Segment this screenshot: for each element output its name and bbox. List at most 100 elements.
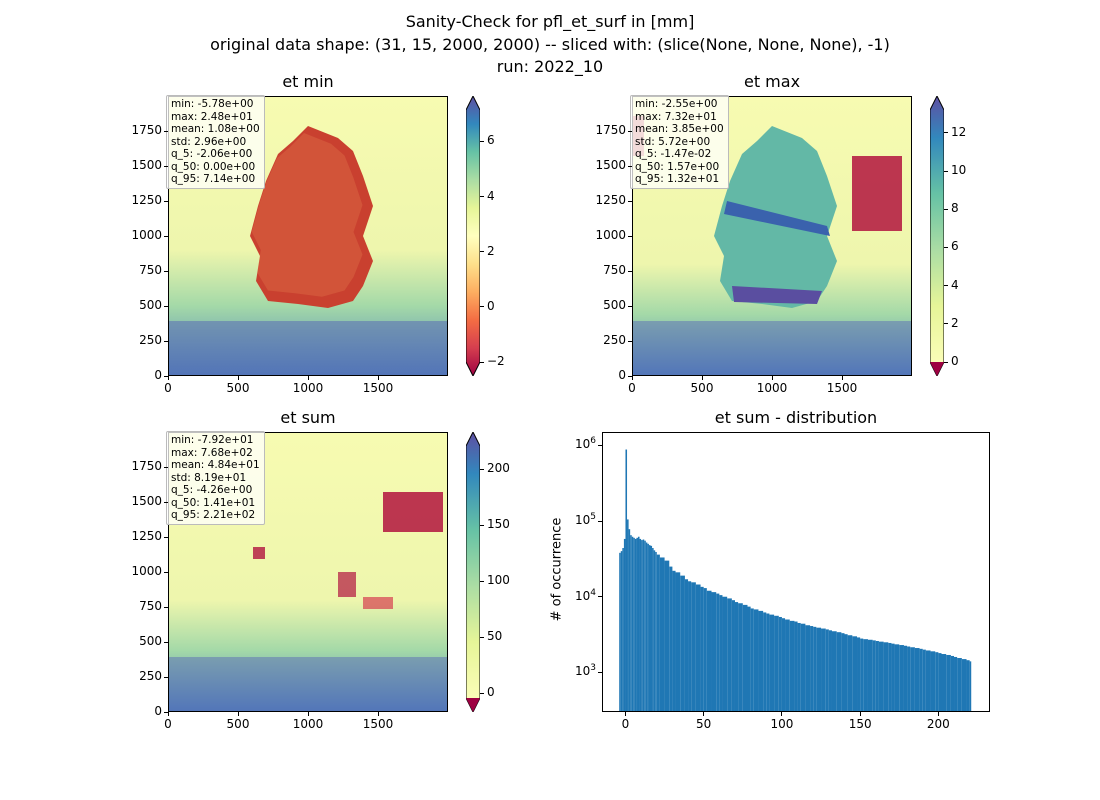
histogram-bar bbox=[878, 641, 884, 712]
histogram-bar bbox=[888, 642, 892, 712]
y-tick-mark bbox=[628, 200, 632, 202]
y-tick-label: 0 bbox=[154, 368, 162, 382]
x-tick-label: 1000 bbox=[292, 381, 324, 395]
colorbar-tick-mark bbox=[480, 580, 484, 582]
et-max-stats-box: min: -2.55e+00 max: 7.32e+01 mean: 3.85e… bbox=[630, 95, 729, 189]
colorbar-tick-mark bbox=[944, 361, 948, 363]
x-tick-mark bbox=[377, 712, 379, 716]
y-tick-mark bbox=[164, 536, 168, 538]
histogram-bar bbox=[700, 586, 704, 712]
figure-title-line2: original data shape: (31, 15, 2000, 2000… bbox=[210, 35, 890, 54]
colorbar-tick-label: 6 bbox=[951, 239, 959, 254]
y-tick-label: 1750 bbox=[131, 123, 162, 137]
stat-line: max: 7.32e+01 bbox=[635, 110, 717, 123]
histogram-bar bbox=[867, 639, 873, 712]
histogram-bar bbox=[789, 620, 795, 712]
histogram-bar bbox=[805, 625, 811, 712]
y-tick-mark bbox=[164, 200, 168, 202]
y-tick-label: 1500 bbox=[131, 158, 162, 172]
y-tick-mark bbox=[598, 520, 602, 522]
histogram-bar bbox=[919, 648, 923, 712]
colorbar-tick-mark bbox=[944, 132, 948, 134]
histogram-bar bbox=[706, 590, 712, 712]
histogram-bar bbox=[794, 621, 798, 712]
histogram-bar bbox=[656, 554, 660, 712]
y-tick-label: 750 bbox=[139, 263, 162, 277]
histogram-bar bbox=[785, 619, 790, 712]
colorbar-tick-label: 12 bbox=[951, 124, 967, 139]
colorbar-tick-label: −2 bbox=[487, 354, 505, 368]
histogram-bar bbox=[763, 612, 767, 712]
histogram-bar bbox=[797, 622, 801, 712]
histogram-bar bbox=[633, 537, 635, 712]
y-tick-label: 105 bbox=[558, 512, 596, 527]
y-tick-mark bbox=[628, 375, 632, 377]
y-tick-label: 500 bbox=[603, 298, 626, 312]
histogram-bar bbox=[930, 651, 936, 712]
x-tick-mark bbox=[781, 712, 783, 716]
y-tick-exponent: 6 bbox=[590, 436, 596, 447]
stat-line: mean: 3.85e+00 bbox=[635, 123, 724, 135]
x-tick-mark bbox=[237, 376, 239, 380]
x-tick-label: 0 bbox=[164, 381, 172, 395]
histogram-bar bbox=[957, 658, 962, 712]
stat-line: q_50: 1.41e+01 bbox=[171, 496, 256, 509]
x-tick-mark bbox=[237, 712, 239, 716]
histogram-bar bbox=[774, 615, 779, 712]
histogram-bar bbox=[966, 660, 970, 712]
y-tick-mark bbox=[598, 444, 602, 446]
et-max-title: et max bbox=[743, 72, 801, 91]
histogram-bar bbox=[875, 641, 879, 712]
histogram-bar bbox=[857, 637, 861, 712]
y-tick-exponent: 5 bbox=[590, 512, 596, 523]
histogram-bar bbox=[675, 572, 681, 712]
colorbar-tick-label: 6 bbox=[487, 133, 495, 148]
y-tick-mark bbox=[598, 671, 602, 673]
x-tick-label: 1500 bbox=[826, 381, 858, 395]
histogram-bar bbox=[644, 540, 646, 712]
histogram-bar bbox=[831, 631, 837, 712]
x-tick-label: 500 bbox=[226, 717, 250, 731]
y-tick-label: 1750 bbox=[131, 459, 162, 473]
y-tick-label: 1500 bbox=[131, 494, 162, 508]
y-tick-mark bbox=[164, 676, 168, 678]
y-tick-label: 104 bbox=[558, 588, 596, 603]
histogram-bar bbox=[847, 635, 853, 712]
histogram-bar bbox=[620, 551, 623, 712]
y-tick-mark bbox=[164, 375, 168, 377]
x-tick-mark bbox=[167, 376, 169, 380]
x-tick-label: 1000 bbox=[756, 381, 788, 395]
y-tick-label: 250 bbox=[603, 333, 626, 347]
x-tick-label: 1500 bbox=[362, 381, 394, 395]
x-tick-label: 0 bbox=[628, 381, 636, 395]
histogram-bar bbox=[703, 588, 707, 712]
y-tick-label: 250 bbox=[139, 669, 162, 683]
histogram-bar bbox=[841, 633, 845, 712]
histogram-bar bbox=[863, 639, 868, 712]
x-tick-mark bbox=[377, 376, 379, 380]
y-tick-base: 10 bbox=[574, 588, 591, 603]
colorbar-tick-label: 50 bbox=[487, 629, 503, 644]
stat-line: q_50: 1.57e+00 bbox=[635, 160, 720, 173]
et-min-stats-box: min: -5.78e+00 max: 2.48e+01 mean: 1.08e… bbox=[166, 95, 265, 189]
histogram-bar bbox=[872, 640, 876, 712]
y-tick-exponent: 4 bbox=[590, 587, 596, 598]
colorbar-tick-mark bbox=[480, 524, 484, 526]
colorbar-tick-mark bbox=[944, 323, 948, 325]
histogram-bar bbox=[954, 656, 958, 712]
histogram-bar bbox=[758, 610, 764, 712]
y-tick-mark bbox=[164, 501, 168, 503]
colorbar-tick-mark bbox=[480, 636, 484, 638]
histogram-bar bbox=[623, 538, 626, 712]
y-tick-mark bbox=[628, 340, 632, 342]
histogram-bar bbox=[922, 649, 926, 712]
y-tick-mark bbox=[628, 270, 632, 272]
histogram-bar bbox=[894, 644, 900, 712]
histogram-bar bbox=[836, 632, 842, 712]
x-tick-label: 500 bbox=[690, 381, 714, 395]
x-tick-mark bbox=[771, 376, 773, 380]
colorbar-tick-mark bbox=[480, 692, 484, 694]
et-min-title: et min bbox=[282, 72, 334, 91]
histogram-bar bbox=[800, 623, 806, 712]
histogram-bar bbox=[844, 634, 848, 712]
